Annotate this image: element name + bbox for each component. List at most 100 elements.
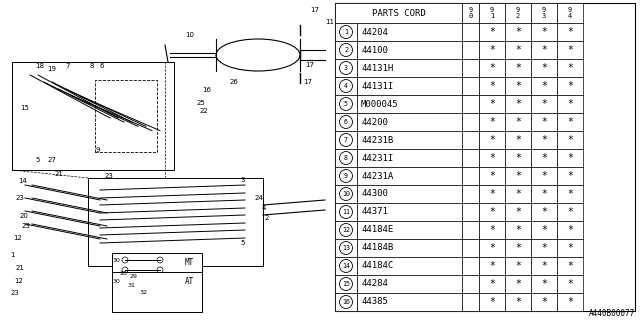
Text: *: * [541, 189, 547, 199]
Text: 22: 22 [200, 108, 209, 114]
Text: *: * [489, 243, 495, 253]
Text: *: * [567, 63, 573, 73]
Text: *: * [541, 117, 547, 127]
Bar [557, 95, 583, 113]
Text: 44385: 44385 [361, 298, 388, 307]
Text: *: * [541, 63, 547, 73]
Bar [335, 275, 357, 293]
Bar [357, 293, 462, 311]
Bar [557, 239, 583, 257]
Text: 30: 30 [113, 258, 121, 263]
Text: *: * [541, 153, 547, 163]
Bar [479, 59, 505, 77]
Bar [505, 95, 531, 113]
Text: 4: 4 [262, 205, 266, 211]
Bar [462, 77, 479, 95]
Bar [462, 203, 479, 221]
Bar [479, 185, 505, 203]
Bar [531, 131, 557, 149]
Bar [335, 95, 357, 113]
Text: 28: 28 [120, 271, 128, 276]
Bar [357, 239, 462, 257]
Bar [357, 77, 462, 95]
Text: 9
3: 9 3 [542, 7, 546, 19]
Text: *: * [515, 189, 521, 199]
Text: 9
4: 9 4 [568, 7, 572, 19]
Text: 1: 1 [10, 252, 15, 258]
Bar [357, 203, 462, 221]
Bar [357, 131, 462, 149]
Text: 9
2: 9 2 [516, 7, 520, 19]
Text: *: * [567, 45, 573, 55]
Text: 44231A: 44231A [361, 172, 393, 180]
Text: *: * [567, 225, 573, 235]
Text: 44204: 44204 [361, 28, 388, 36]
Bar [505, 113, 531, 131]
Bar [531, 275, 557, 293]
Text: 12: 12 [342, 227, 350, 233]
Text: *: * [515, 45, 521, 55]
Text: *: * [515, 279, 521, 289]
Text: 19: 19 [47, 66, 56, 72]
Bar [531, 149, 557, 167]
Bar [479, 257, 505, 275]
Text: 32: 32 [140, 290, 148, 295]
Text: 23: 23 [16, 195, 25, 201]
Bar [505, 149, 531, 167]
Bar [505, 3, 531, 23]
Bar [531, 203, 557, 221]
Text: 21: 21 [16, 265, 25, 271]
Bar [479, 95, 505, 113]
Bar [462, 131, 479, 149]
Text: 6: 6 [344, 119, 348, 125]
Text: 29: 29 [130, 274, 138, 279]
Text: 23: 23 [105, 173, 114, 179]
Text: 3: 3 [240, 177, 244, 183]
Bar [335, 203, 357, 221]
Text: *: * [567, 207, 573, 217]
Bar [557, 149, 583, 167]
Text: 31: 31 [128, 283, 136, 288]
Text: *: * [515, 207, 521, 217]
Text: 23: 23 [22, 223, 31, 229]
Bar [112, 272, 202, 312]
Bar [462, 3, 479, 23]
Text: 5: 5 [35, 157, 40, 163]
Bar [479, 41, 505, 59]
Text: *: * [567, 27, 573, 37]
Text: 2: 2 [344, 47, 348, 53]
Text: *: * [567, 261, 573, 271]
Bar [557, 275, 583, 293]
Bar [505, 221, 531, 239]
Text: 6: 6 [100, 63, 104, 69]
Text: 1: 1 [344, 29, 348, 35]
Bar [557, 257, 583, 275]
Text: *: * [489, 153, 495, 163]
Text: *: * [541, 243, 547, 253]
Bar [531, 221, 557, 239]
Bar [505, 257, 531, 275]
Bar [531, 23, 557, 41]
Text: *: * [515, 81, 521, 91]
Bar [505, 59, 531, 77]
Bar [531, 185, 557, 203]
Text: 7: 7 [65, 63, 70, 69]
Bar [462, 257, 479, 275]
Bar [479, 77, 505, 95]
Text: 9
1: 9 1 [490, 7, 494, 19]
Text: 27: 27 [48, 157, 57, 163]
Text: 11: 11 [325, 19, 334, 25]
Bar [479, 203, 505, 221]
Bar [479, 167, 505, 185]
Text: *: * [489, 135, 495, 145]
Text: 44131H: 44131H [361, 63, 393, 73]
Bar [479, 275, 505, 293]
Text: 30: 30 [113, 279, 121, 284]
Bar [335, 23, 357, 41]
Text: *: * [541, 27, 547, 37]
Bar [335, 77, 357, 95]
Bar [335, 41, 357, 59]
Bar [557, 3, 583, 23]
Text: *: * [567, 135, 573, 145]
Text: 20: 20 [20, 213, 29, 219]
